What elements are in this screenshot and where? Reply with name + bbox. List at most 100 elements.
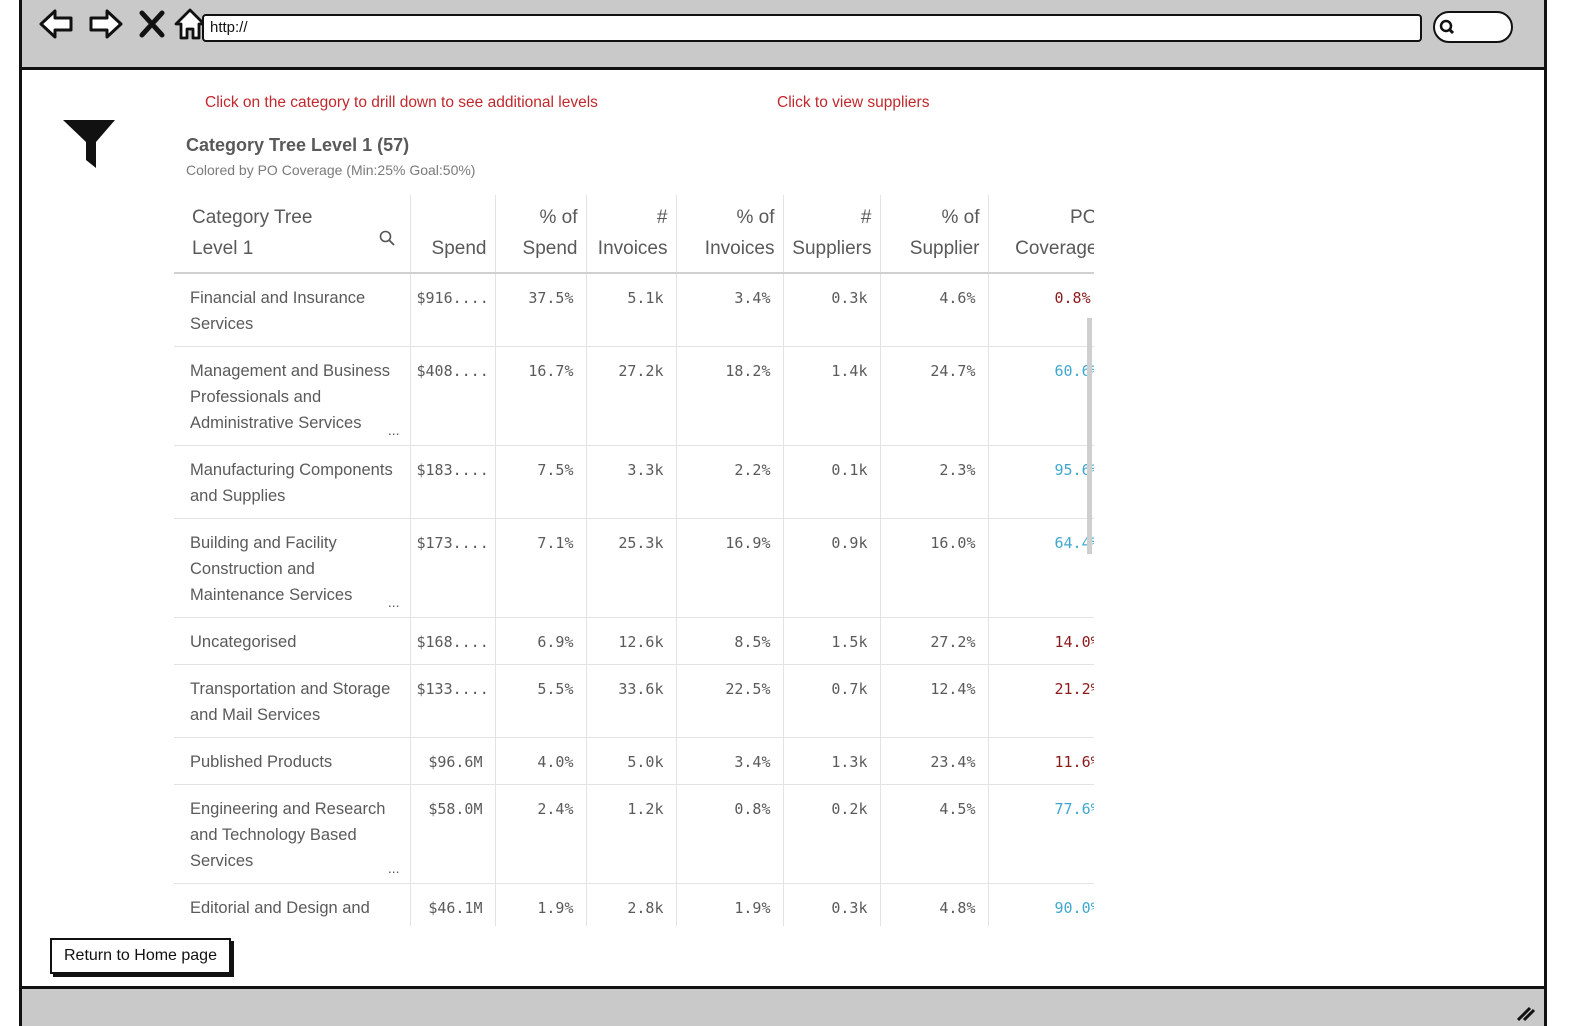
col-header-invoices[interactable]: # Invoices bbox=[586, 195, 677, 274]
col-header-label: % of bbox=[736, 207, 775, 228]
pct-supplier-cell: 27.2% bbox=[880, 617, 989, 665]
po-coverage-cell: 21.2% bbox=[988, 664, 1094, 738]
search-column-icon[interactable] bbox=[378, 229, 396, 247]
category-cell[interactable]: Editorial and Design and Graphic and Fin… bbox=[174, 883, 411, 926]
pct-invoices-cell: 22.5% bbox=[676, 664, 784, 738]
invoices-cell: 25.3k bbox=[586, 518, 677, 618]
po-coverage-cell: 14.0% bbox=[988, 617, 1094, 665]
suppliers-cell-text: 1.4k bbox=[831, 362, 868, 380]
pct-invoices-cell-text: 16.9% bbox=[725, 534, 771, 552]
invoices-cell: 5.1k bbox=[586, 273, 677, 347]
invoices-cell-text: 33.6k bbox=[618, 680, 664, 698]
invoices-cell-text: 5.0k bbox=[627, 753, 664, 771]
table-row[interactable]: Manufacturing Components and Supplies $18… bbox=[174, 445, 1094, 519]
category-cell[interactable]: Engineering and Research and Technology … bbox=[174, 784, 411, 884]
table-row[interactable]: Published Products $96.6M 4.0% 5.0k 3.4% 1.3k… bbox=[174, 737, 1094, 785]
table-row[interactable]: Financial and Insurance Services $916....… bbox=[174, 273, 1094, 347]
invoices-cell-text: 3.3k bbox=[627, 461, 664, 479]
home-icon[interactable] bbox=[172, 6, 208, 42]
category-cell[interactable]: Manufacturing Components and Supplies bbox=[174, 445, 411, 519]
col-header-po-coverage[interactable]: PO Coverage bbox=[988, 195, 1094, 274]
pct-invoices-cell-text: 2.2% bbox=[734, 461, 771, 479]
category-cell[interactable]: Financial and Insurance Services bbox=[174, 273, 411, 347]
category-table-widget: Category Tree Level 1 (57) Colored by PO… bbox=[174, 113, 1094, 926]
resize-grip-icon[interactable] bbox=[1514, 1004, 1536, 1022]
spend-cell: $173.... bbox=[410, 518, 496, 618]
po-coverage-cell: 60.6% bbox=[988, 346, 1094, 446]
col-header-label: Spend bbox=[431, 238, 487, 259]
pct-spend-cell: 5.5% bbox=[495, 664, 587, 738]
pct-spend-cell: 16.7% bbox=[495, 346, 587, 446]
table-row[interactable]: Editorial and Design and Graphic and Fin… bbox=[174, 883, 1094, 926]
table-scrollbar[interactable] bbox=[1087, 318, 1092, 554]
po-coverage-cell-text: 64.4% bbox=[1054, 534, 1095, 552]
suppliers-cell-text: 0.2k bbox=[831, 800, 868, 818]
spend-cell: $133.... bbox=[410, 664, 496, 738]
category-cell[interactable]: Transportation and Storage and Mail Serv… bbox=[174, 664, 411, 738]
col-header-pct-supplier[interactable]: % of Supplier bbox=[880, 195, 989, 274]
return-home-button[interactable]: Return to Home page bbox=[50, 938, 231, 974]
truncation-ellipsis: ... bbox=[387, 594, 400, 610]
category-cell-text: Management and Business Professionals an… bbox=[190, 362, 390, 432]
invoices-cell: 33.6k bbox=[586, 664, 677, 738]
pct-spend-cell: 7.5% bbox=[495, 445, 587, 519]
back-arrow-icon[interactable] bbox=[38, 6, 74, 42]
pct-spend-cell-text: 2.4% bbox=[537, 800, 574, 818]
pct-supplier-cell-text: 4.5% bbox=[939, 800, 976, 818]
category-cell[interactable]: Published Products bbox=[174, 737, 411, 785]
table-row[interactable]: Transportation and Storage and Mail Serv… bbox=[174, 664, 1094, 738]
spend-cell-text: $96.6M bbox=[428, 753, 483, 771]
col-header-pct-spend[interactable]: % of Spend bbox=[495, 195, 587, 274]
pct-invoices-cell: 3.4% bbox=[676, 737, 784, 785]
table-row[interactable]: Uncategorised $168.... 6.9% 12.6k 8.5% 1.5k 27… bbox=[174, 617, 1094, 665]
pct-supplier-cell-text: 2.3% bbox=[939, 461, 976, 479]
pct-spend-cell-text: 4.0% bbox=[537, 753, 574, 771]
suppliers-cell: 0.1k bbox=[783, 445, 881, 519]
pct-spend-cell-text: 5.5% bbox=[537, 680, 574, 698]
category-cell[interactable]: Uncategorised bbox=[174, 617, 411, 665]
browser-search[interactable] bbox=[1433, 11, 1513, 43]
po-coverage-cell: 0.8% bbox=[988, 273, 1094, 347]
col-header-label: # bbox=[656, 207, 668, 228]
filter-icon[interactable] bbox=[62, 118, 116, 172]
col-header-suppliers[interactable]: # Suppliers bbox=[783, 195, 881, 274]
browser-statusbar bbox=[19, 986, 1547, 1026]
col-header-category[interactable]: Category Tree Level 1 bbox=[174, 195, 411, 274]
category-cell[interactable]: Building and Facility Construction and M… bbox=[174, 518, 411, 618]
spend-cell: $96.6M bbox=[410, 737, 496, 785]
pct-spend-cell-text: 7.1% bbox=[537, 534, 574, 552]
suppliers-cell-text: 0.1k bbox=[831, 461, 868, 479]
col-header-label: % of bbox=[941, 207, 980, 228]
forward-arrow-icon[interactable] bbox=[88, 6, 124, 42]
table-row[interactable]: Engineering and Research and Technology … bbox=[174, 784, 1094, 884]
pct-supplier-cell: 16.0% bbox=[880, 518, 989, 618]
po-coverage-cell: 90.0% bbox=[988, 883, 1094, 926]
invoices-cell: 27.2k bbox=[586, 346, 677, 446]
pct-spend-cell-text: 7.5% bbox=[537, 461, 574, 479]
close-icon[interactable] bbox=[134, 6, 170, 42]
table-row[interactable]: Building and Facility Construction and M… bbox=[174, 518, 1095, 618]
category-cell-text: Manufacturing Components and Supplies bbox=[190, 461, 393, 505]
col-header-pct-invoices[interactable]: % of Invoices bbox=[676, 195, 784, 274]
invoices-cell: 3.3k bbox=[586, 445, 677, 519]
pct-invoices-cell-text: 22.5% bbox=[725, 680, 771, 698]
spend-cell-text: $916.... bbox=[416, 289, 489, 307]
pct-supplier-cell: 23.4% bbox=[880, 737, 989, 785]
suppliers-cell: 1.3k bbox=[783, 737, 881, 785]
pct-spend-cell-text: 1.9% bbox=[537, 899, 574, 917]
pct-invoices-cell: 16.9% bbox=[676, 518, 784, 618]
pct-supplier-cell: 4.6% bbox=[880, 273, 989, 347]
category-cell[interactable]: Management and Business Professionals an… bbox=[174, 346, 411, 446]
pct-spend-cell: 6.9% bbox=[495, 617, 587, 665]
drill-down-instruction: Click on the category to drill down to s… bbox=[205, 94, 598, 111]
table-row[interactable]: Management and Business Professionals an… bbox=[174, 346, 1094, 446]
col-header-label: Level 1 bbox=[192, 238, 254, 259]
col-header-spend[interactable]: Spend bbox=[410, 195, 496, 274]
table-body: Financial and Insurance Services $916....… bbox=[174, 273, 1094, 926]
url-input[interactable]: http:// bbox=[202, 14, 1422, 42]
pct-invoices-cell-text: 1.9% bbox=[734, 899, 771, 917]
invoices-cell: 2.8k bbox=[586, 883, 677, 926]
pct-spend-cell: 4.0% bbox=[495, 737, 587, 785]
pct-invoices-cell: 2.2% bbox=[676, 445, 784, 519]
suppliers-cell-text: 1.3k bbox=[831, 753, 868, 771]
